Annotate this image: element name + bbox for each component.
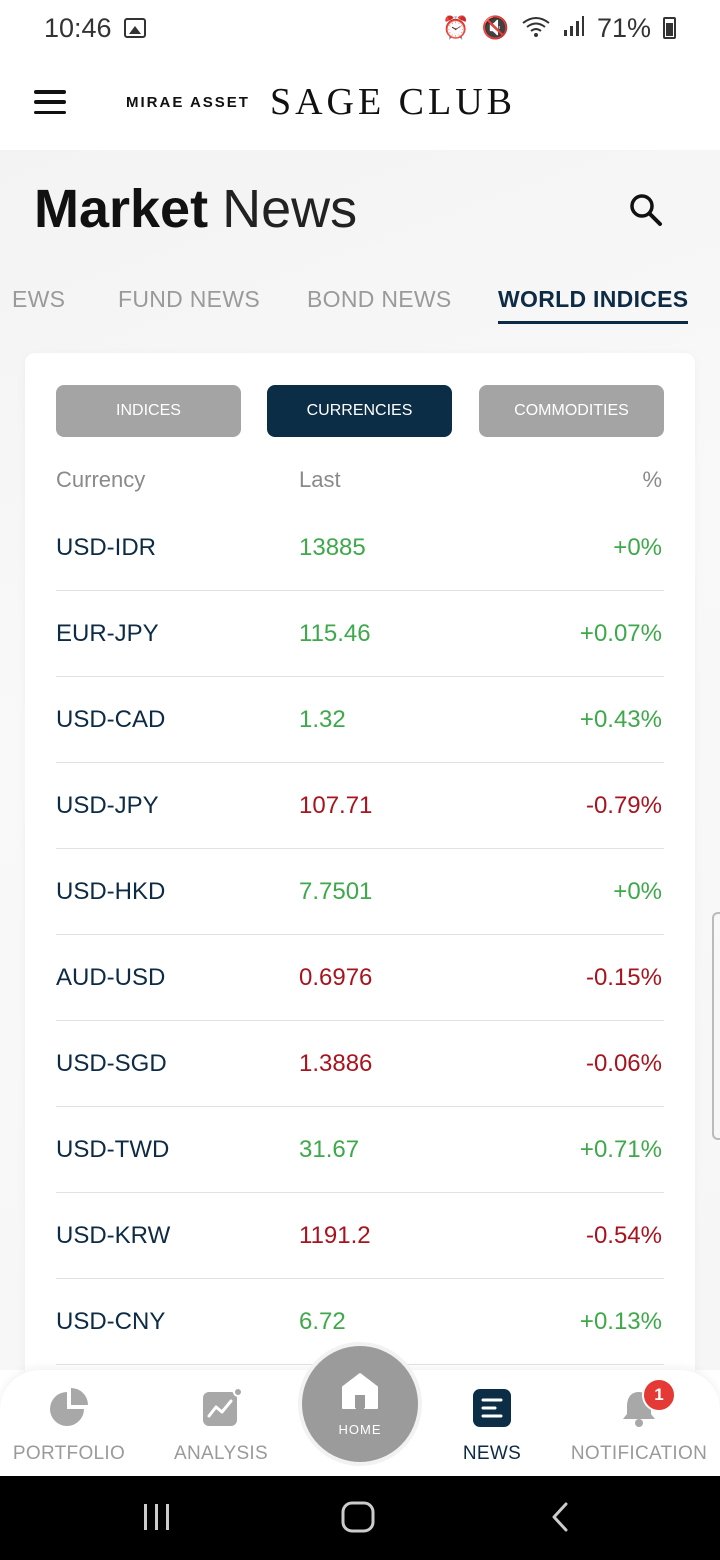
status-bar: 10:46 ⏰ 🔇 71%	[0, 0, 720, 56]
tab-world-indices[interactable]: WORLD INDICES	[498, 286, 689, 324]
table-row[interactable]: EUR-JPY 115.46 +0.07%	[56, 591, 664, 677]
percent-change: +0.71%	[579, 1135, 662, 1163]
currency-pair: USD-IDR	[56, 533, 156, 561]
battery-level: 71%	[596, 12, 651, 43]
percent-change: +0.43%	[579, 705, 662, 733]
brand-logo: SAGE CLUB	[269, 81, 517, 123]
app-header: MIRAE ASSET SAGE CLUB	[0, 56, 720, 148]
percent-change: -0.54%	[585, 1221, 662, 1249]
last-value: 1.32	[299, 705, 346, 733]
table-row[interactable]: USD-JPY 107.71 -0.79%	[56, 763, 664, 849]
percent-change: +0%	[613, 533, 662, 561]
currency-pair: USD-JPY	[56, 791, 159, 819]
table-row[interactable]: USD-CAD 1.32 +0.43%	[56, 677, 664, 763]
percent-change: +0%	[613, 877, 662, 905]
table-row[interactable]: USD-SGD 1.3886 -0.06%	[56, 1021, 664, 1107]
news-icon	[472, 1388, 512, 1433]
tab-fund-news[interactable]: FUND NEWS	[118, 286, 260, 312]
percent-change: -0.15%	[585, 963, 662, 991]
nav-notification[interactable]: NOTIFICATION	[571, 1388, 707, 1465]
alarm-icon: ⏰	[442, 15, 470, 40]
currency-table: USD-IDR 13885 +0% EUR-JPY 115.46 +0.07% …	[56, 505, 664, 1365]
brand-small: MIRAE ASSET	[126, 93, 250, 111]
home-icon	[339, 1371, 381, 1416]
column-header-percent: %	[642, 467, 662, 492]
last-value: 0.6976	[299, 963, 373, 991]
tab-bond-news[interactable]: BOND NEWS	[307, 286, 452, 312]
nav-notification-label: NOTIFICATION	[570, 1443, 708, 1464]
last-value: 7.7501	[299, 877, 373, 905]
nav-news[interactable]: NEWS	[462, 1388, 522, 1465]
currency-pair: AUD-USD	[56, 963, 166, 991]
last-value: 1191.2	[299, 1221, 371, 1249]
percent-change: +0.07%	[579, 619, 662, 647]
currency-pair: USD-KRW	[56, 1221, 171, 1249]
wifi-icon	[521, 13, 551, 44]
currency-pair: EUR-JPY	[56, 619, 159, 647]
back-icon[interactable]	[548, 1500, 572, 1539]
scroll-indicator[interactable]	[712, 912, 720, 1140]
currency-pair: USD-CAD	[56, 705, 166, 733]
currency-pair: USD-TWD	[56, 1135, 170, 1163]
tab-news[interactable]: EWS	[12, 286, 66, 312]
nav-analysis-label: ANALYSIS	[174, 1443, 268, 1464]
table-row[interactable]: USD-KRW 1191.2 -0.54%	[56, 1193, 664, 1279]
nav-portfolio[interactable]: PORTFOLIO	[13, 1388, 125, 1465]
last-value: 6.72	[299, 1307, 346, 1335]
home-system-icon[interactable]	[340, 1500, 376, 1539]
home-button[interactable]: HOME	[298, 1342, 422, 1466]
percent-change: -0.06%	[585, 1049, 662, 1077]
nav-news-label: NEWS	[462, 1443, 522, 1464]
page-title-light: News	[222, 179, 358, 239]
column-header-currency: Currency	[56, 467, 146, 492]
menu-icon[interactable]	[34, 90, 66, 114]
last-value: 31.67	[299, 1135, 360, 1163]
nav-analysis[interactable]: ANALYSIS	[174, 1387, 268, 1465]
mute-icon: 🔇	[481, 15, 509, 40]
system-navigation-bar	[0, 1476, 720, 1560]
last-value: 115.46	[299, 619, 371, 647]
currency-pair: USD-HKD	[56, 877, 166, 905]
gallery-notification-icon	[123, 18, 146, 38]
table-row[interactable]: USD-TWD 31.67 +0.71%	[56, 1107, 664, 1193]
last-value: 107.71	[299, 791, 373, 819]
currency-pair: USD-CNY	[56, 1307, 166, 1335]
nav-portfolio-label: PORTFOLIO	[12, 1443, 126, 1464]
trend-chart-icon	[199, 1387, 243, 1433]
currencies-button[interactable]: CURRENCIES	[267, 385, 452, 437]
clock: 10:46	[44, 12, 112, 43]
table-row[interactable]: USD-IDR 13885 +0%	[56, 505, 664, 591]
news-tabs: EWS FUND NEWS BOND NEWS WORLD INDICES	[0, 280, 720, 330]
notification-badge: 1	[642, 1378, 676, 1412]
last-value: 13885	[299, 533, 366, 561]
recent-apps-icon[interactable]	[142, 1500, 172, 1539]
search-icon[interactable]	[628, 192, 664, 228]
page-title-strong: Market	[34, 179, 209, 239]
currency-pair: USD-SGD	[56, 1049, 167, 1077]
page-title: Market News	[34, 178, 357, 240]
home-label: HOME	[338, 1422, 382, 1437]
column-header-last: Last	[299, 467, 341, 492]
indices-button[interactable]: INDICES	[56, 385, 241, 437]
last-value: 1.3886	[299, 1049, 373, 1077]
signal-icon	[563, 13, 585, 44]
commodities-button[interactable]: COMMODITIES	[479, 385, 664, 437]
percent-change: -0.79%	[585, 791, 662, 819]
battery-icon	[663, 17, 676, 39]
table-row[interactable]: AUD-USD 0.6976 -0.15%	[56, 935, 664, 1021]
pie-chart-icon	[47, 1388, 91, 1433]
world-indices-card: INDICES CURRENCIES COMMODITIES Currency …	[25, 353, 695, 1383]
percent-change: +0.13%	[579, 1307, 662, 1335]
table-row[interactable]: USD-HKD 7.7501 +0%	[56, 849, 664, 935]
